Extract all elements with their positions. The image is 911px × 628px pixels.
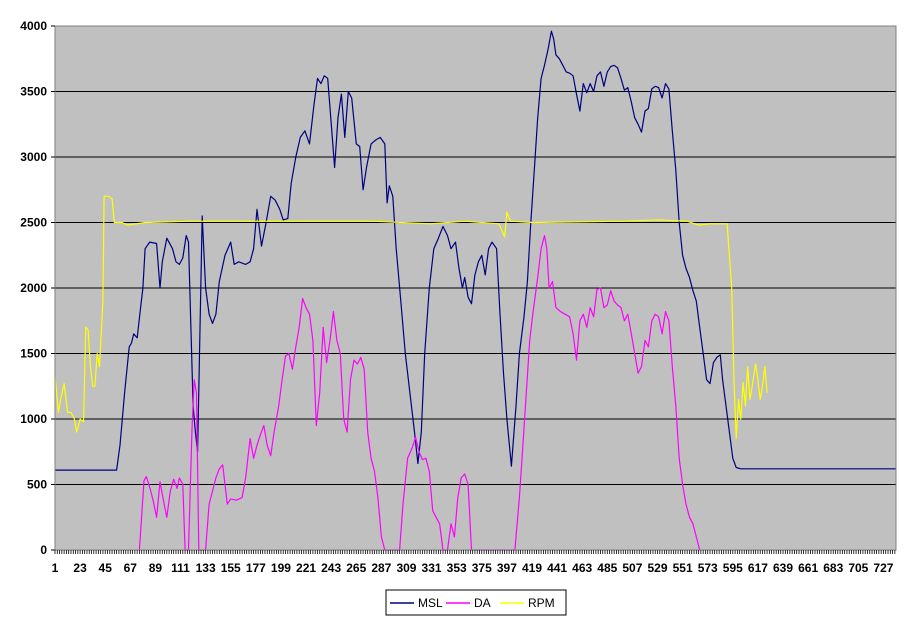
x-tick-label: 617 — [748, 561, 768, 575]
x-tick-label: 287 — [371, 561, 391, 575]
x-tick-label: 45 — [99, 561, 113, 575]
x-tick-label: 243 — [321, 561, 341, 575]
legend-label-da: DA — [474, 596, 491, 610]
x-tick-label: 265 — [346, 561, 366, 575]
y-tick-label: 4000 — [20, 19, 47, 33]
x-tick-label: 133 — [196, 561, 216, 575]
x-tick-label: 331 — [422, 561, 442, 575]
y-tick-label: 2000 — [20, 281, 47, 295]
x-tick-label: 353 — [447, 561, 467, 575]
x-tick-label: 221 — [296, 561, 316, 575]
y-tick-label: 3000 — [20, 150, 47, 164]
y-tick-label: 3500 — [20, 85, 47, 99]
x-tick-label: 683 — [823, 561, 843, 575]
x-tick-label: 573 — [698, 561, 718, 575]
x-tick-label: 199 — [271, 561, 291, 575]
series-lines — [54, 30, 896, 551]
y-tick-label: 500 — [27, 478, 47, 492]
x-tick-label: 639 — [773, 561, 793, 575]
series-line-msl — [55, 30, 896, 471]
x-tick-label: 419 — [522, 561, 542, 575]
x-tick-label: 309 — [396, 561, 416, 575]
x-tick-label: 375 — [472, 561, 492, 575]
x-tick-label: 485 — [597, 561, 617, 575]
x-tick-label: 661 — [798, 561, 818, 575]
x-tick-label: 67 — [124, 561, 138, 575]
x-tick-label: 397 — [497, 561, 517, 575]
x-tick-label: 551 — [673, 561, 693, 575]
x-tick-label: 507 — [622, 561, 642, 575]
x-tick-label: 463 — [572, 561, 592, 575]
legend-box — [385, 589, 567, 616]
x-tick-label: 595 — [723, 561, 743, 575]
x-tick-label: 529 — [647, 561, 667, 575]
x-tick-label: 177 — [246, 561, 266, 575]
legend: MSL DA RPM — [385, 589, 567, 616]
x-tick-label: 23 — [73, 561, 87, 575]
series-line-rpm — [54, 195, 768, 440]
x-tick-label: 727 — [873, 561, 893, 575]
x-tick-label: 1 — [52, 561, 59, 575]
y-tick-label: 2500 — [20, 216, 47, 230]
legend-label-rpm: RPM — [528, 596, 555, 610]
y-tick-label: 1500 — [20, 347, 47, 361]
legend-label-msl: MSL — [418, 596, 443, 610]
y-tick-label: 1000 — [20, 412, 47, 426]
x-tick-label: 155 — [221, 561, 241, 575]
x-tick-label: 705 — [848, 561, 868, 575]
x-tick-label: 441 — [547, 561, 567, 575]
x-tick-label: 111 — [171, 561, 190, 575]
series-line-da — [138, 235, 701, 551]
axes: 0 500 1000 1500 2000 2500 3000 3500 4000 1 23 45 67 8… — [20, 19, 897, 575]
y-tick-label: 0 — [40, 543, 47, 557]
x-tick-label: 89 — [149, 561, 163, 575]
